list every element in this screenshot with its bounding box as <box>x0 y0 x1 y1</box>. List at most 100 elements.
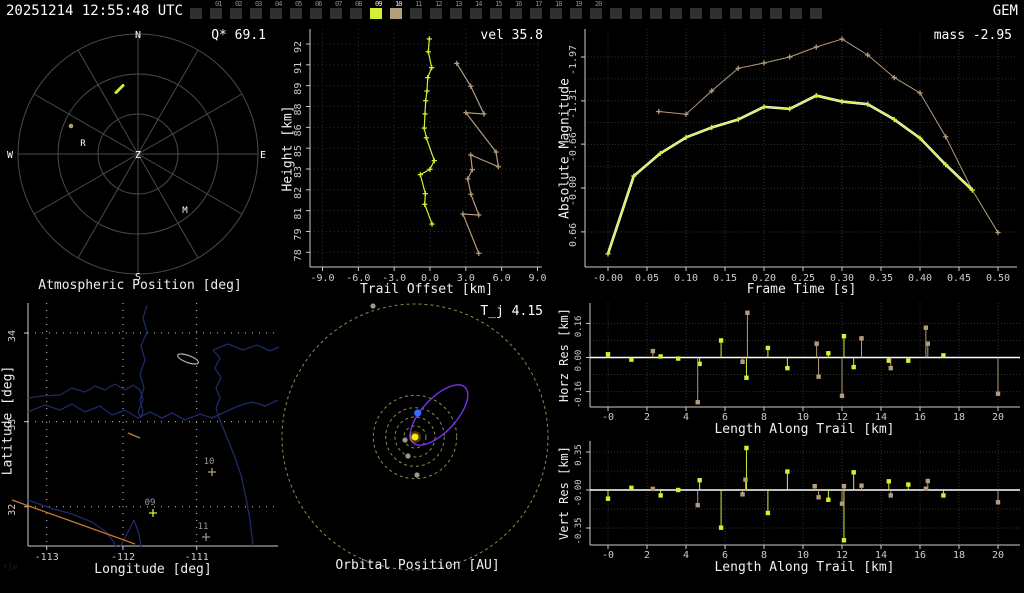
frame-box-10[interactable] <box>390 8 402 19</box>
frame-box[interactable] <box>690 8 702 19</box>
svg-text:0.15: 0.15 <box>713 273 737 284</box>
orbit-panel-title: Orbital Position [AU] <box>335 558 500 573</box>
magnitude-grid <box>585 29 1017 267</box>
frame-box[interactable] <box>650 8 662 19</box>
svg-text:N: N <box>135 30 141 41</box>
magnitude-y-axis-title: Absolute Magnitude <box>557 78 573 219</box>
orbital-position-plot <box>281 303 549 571</box>
map-x-axis-title: Longitude [deg] <box>94 562 212 577</box>
sun-marker <box>409 431 421 443</box>
svg-text:81: 81 <box>293 208 304 220</box>
frame-box-20[interactable] <box>590 8 602 19</box>
frame-box-03[interactable] <box>250 8 262 19</box>
frame-box-label: 15 <box>495 0 503 8</box>
frame-box-07[interactable] <box>330 8 342 19</box>
svg-text:0.50: 0.50 <box>986 273 1010 284</box>
trail-x-axis-title: Trail Offset [km] <box>359 282 494 297</box>
magnitude-spines <box>581 29 1017 271</box>
frame-box-19[interactable] <box>570 8 582 19</box>
frame-box-label: 20 <box>595 0 603 8</box>
svg-text:0.45: 0.45 <box>947 273 971 284</box>
frame-box-12[interactable] <box>430 8 442 19</box>
frame-box-01[interactable] <box>210 8 222 19</box>
svg-text:88: 88 <box>293 103 304 115</box>
frame-box[interactable] <box>730 8 742 19</box>
vert-series-station-1-vert-res <box>605 445 946 543</box>
frame-box-18[interactable] <box>550 8 562 19</box>
svg-text:0.35: 0.35 <box>869 273 893 284</box>
meteor-streak-marker <box>114 84 125 94</box>
svg-text:-1.31: -1.31 <box>568 89 579 119</box>
svg-text:09: 09 <box>145 498 156 508</box>
svg-text:0.10: 0.10 <box>674 273 698 284</box>
frame-box-label: 12 <box>435 0 443 8</box>
frame-box-label: 13 <box>455 0 463 8</box>
frame-box[interactable] <box>610 8 622 19</box>
frame-box-08[interactable] <box>350 8 362 19</box>
frame-box-11[interactable] <box>410 8 422 19</box>
svg-text:0.00: 0.00 <box>574 350 584 372</box>
svg-text:14: 14 <box>875 550 887 561</box>
svg-text:0.0: 0.0 <box>421 273 439 284</box>
svg-text:16: 16 <box>914 550 926 561</box>
frame-box-17[interactable] <box>530 8 542 19</box>
svg-text:89: 89 <box>293 83 304 95</box>
svg-text:Z: Z <box>135 150 141 161</box>
svg-text:10: 10 <box>204 457 215 467</box>
frame-box[interactable] <box>750 8 762 19</box>
svg-text:E: E <box>260 150 266 161</box>
svg-text:0.30: 0.30 <box>830 273 854 284</box>
svg-text:6: 6 <box>722 550 728 561</box>
horizontal-residuals-plot: -0 2 4 6 8 10 12 14 16 18 20 0.16 0.00 -0.16 <box>574 303 1020 423</box>
magnitude-series-station-1-lightcurve <box>605 92 975 257</box>
trail-y-axis-title: Height [km] <box>280 105 296 192</box>
polar-grid <box>17 33 259 275</box>
frame-box[interactable] <box>190 8 202 19</box>
svg-text:-9.0: -9.0 <box>310 273 334 284</box>
svg-text:18: 18 <box>953 550 965 561</box>
frame-box-15[interactable] <box>490 8 502 19</box>
svg-text:6.0: 6.0 <box>493 273 511 284</box>
svg-text:2: 2 <box>644 550 650 561</box>
frame-box-14[interactable] <box>470 8 482 19</box>
svg-text:0.05: 0.05 <box>635 273 659 284</box>
meteor-analysis-dashboard: { "header": { "timestamp": "20251214 12:… <box>0 0 1020 577</box>
map-station-markers: 09 10 11 <box>145 457 216 541</box>
frame-box-04[interactable] <box>270 8 282 19</box>
svg-text:18: 18 <box>953 412 965 423</box>
trail-tick-labels: -9.0 -6.0 -3.0 0.0 3.0 6.0 9.0 92 91 89 88 86 85 83 82… <box>293 41 547 284</box>
svg-text:-112: -112 <box>111 552 135 563</box>
svg-text:20: 20 <box>992 550 1004 561</box>
frame-box-16[interactable] <box>510 8 522 19</box>
frame-box[interactable] <box>770 8 782 19</box>
frame-box-label: 06 <box>315 0 323 8</box>
ground-track-map: -113 -112 -111 34 33 32 09 10 11 <box>7 303 280 563</box>
frame-box-13[interactable] <box>450 8 462 19</box>
svg-text:34: 34 <box>7 330 18 342</box>
svg-text:-0: -0 <box>602 550 614 561</box>
frame-box-label: 18 <box>555 0 563 8</box>
svg-text:-0: -0 <box>602 412 614 423</box>
frame-box[interactable] <box>630 8 642 19</box>
frame-box-06[interactable] <box>310 8 322 19</box>
frame-box-09[interactable] <box>370 8 382 19</box>
svg-text:91: 91 <box>293 62 304 74</box>
frame-box[interactable] <box>670 8 682 19</box>
map-tick-labels: -113 -112 -111 34 33 32 <box>7 330 209 563</box>
magnitude-x-axis-title: Frame Time [s] <box>746 282 857 297</box>
frame-box[interactable] <box>710 8 722 19</box>
vert-grid <box>590 441 1020 545</box>
svg-text:4: 4 <box>683 412 689 423</box>
horz-tick-labels: -0 2 4 6 8 10 12 14 16 18 20 0.16 0.00 -0.16 <box>574 316 1004 423</box>
svg-text:4: 4 <box>683 550 689 561</box>
frame-box[interactable] <box>790 8 802 19</box>
vertical-residuals-plot: -0 2 4 6 8 10 12 14 16 18 20 0.35 -0.00 -0.35 <box>574 441 1020 561</box>
frame-box-05[interactable] <box>290 8 302 19</box>
svg-text:32: 32 <box>7 504 18 516</box>
map-y-axis-title: Latitude [deg] <box>0 365 16 476</box>
magnitude-series-station-2-lightcurve <box>656 36 1001 236</box>
frame-box[interactable] <box>810 8 822 19</box>
tisserand-stat: T_j 4.15 <box>480 304 543 319</box>
svg-text:0.40: 0.40 <box>908 273 932 284</box>
frame-box-02[interactable] <box>230 8 242 19</box>
